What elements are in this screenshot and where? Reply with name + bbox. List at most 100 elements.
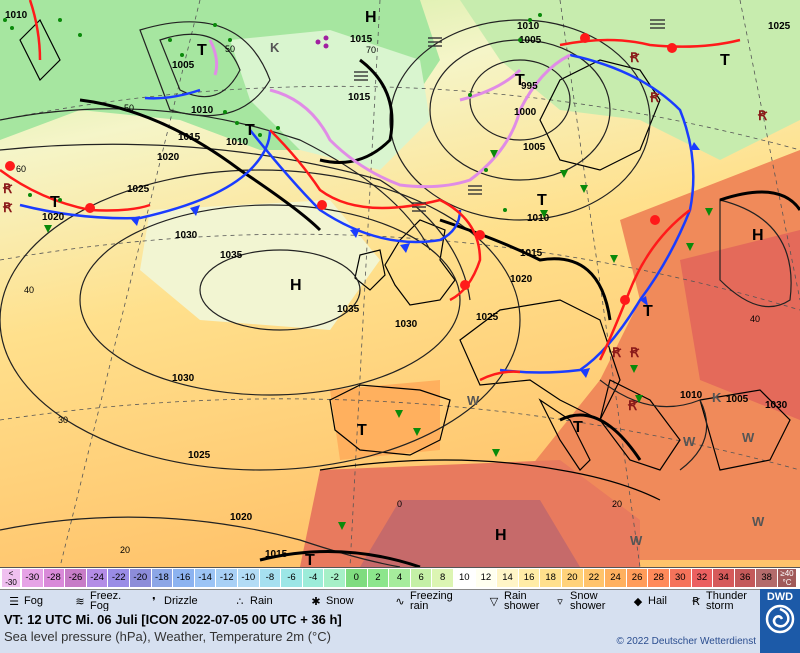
graticule-label: 0: [397, 499, 402, 509]
snow-icon: ✱: [311, 595, 321, 608]
cold-front-atlantic: [19, 129, 272, 220]
map-letter: W: [630, 533, 643, 548]
map-letter: K: [270, 40, 280, 55]
drizzle-icon: ❜: [152, 595, 156, 608]
isobar-label: 1020: [510, 274, 533, 285]
north-africa-coast: [319, 459, 661, 501]
isobar-label: 1020: [42, 212, 65, 223]
legend-item-fog: ☰ Fog: [6, 590, 43, 612]
scale-step: -26: [65, 569, 86, 587]
isobar-label: 1015: [520, 248, 543, 259]
map-subtitle: Sea level pressure (hPa), Weather, Tempe…: [4, 629, 331, 644]
legend-label: Freez. Fog: [90, 590, 122, 612]
warm-region-iberia: [330, 380, 440, 460]
isobar-label: 1030: [175, 230, 198, 241]
low-pressure-center: T: [515, 72, 525, 89]
scale-high-label: ≥40: [780, 569, 794, 578]
thick-isobar-1015-south: [259, 550, 421, 567]
rain-shower-icon: ▽: [489, 595, 499, 608]
isobar-995: [469, 59, 571, 141]
dwd-logo-text: DWD: [766, 591, 794, 603]
legend-label: Snow: [326, 595, 354, 607]
thick-isobar-1015-west: [79, 98, 322, 232]
cold-front-north-sea: [249, 129, 462, 244]
isobar-label: 1035: [337, 304, 360, 315]
freezing-rain-icon: ∿: [395, 595, 405, 608]
legend-label: Rain: [250, 595, 273, 607]
occluded-fronts: [208, 39, 571, 189]
occluded-front-north-sea: [269, 53, 571, 189]
graticule-label: 40: [750, 314, 760, 324]
isobar-1020: [0, 143, 471, 301]
temperature-scale: < -30 -30 -28 -26 -24 -22 -20 -18 -16 -14 -12 -10 -8…: [0, 567, 800, 589]
ireland-coast: [354, 249, 386, 291]
isobar-label: 1025: [127, 184, 150, 195]
scale-step: 24: [605, 569, 626, 587]
scale-step: 8: [432, 569, 453, 587]
isobar-1035: [199, 249, 361, 331]
rain-shower-symbols: [44, 150, 713, 530]
cold-fronts: [19, 53, 700, 378]
isobar-1005-scand: [389, 19, 651, 221]
isobar-label: 1020: [230, 512, 253, 523]
scale-step: 4: [389, 569, 410, 587]
scale-step: 14: [497, 569, 518, 587]
map-letter: W: [683, 434, 696, 449]
cold-front-central-europe: [499, 53, 695, 374]
isobar-label: 995: [521, 81, 538, 92]
isobar-label: 1025: [476, 312, 499, 323]
high-pressure-center: H: [290, 277, 302, 294]
thick-isobar-1015-east: [719, 190, 800, 211]
isobar-1010: [139, 21, 271, 117]
isobar-1015-east: [719, 199, 792, 308]
legend-label: Hail: [648, 595, 667, 607]
scale-step: 20: [562, 569, 583, 587]
legend-label: Rain shower: [504, 590, 540, 612]
scale-step: -18: [151, 569, 173, 587]
svg-text:Ꞧ: Ꞧ: [627, 398, 638, 413]
freezing-fog-icon: ≋: [75, 595, 85, 608]
low-pressure-center: T: [245, 122, 255, 139]
isobar-label: 1005: [726, 394, 749, 405]
scale-step: -2: [324, 569, 345, 587]
valid-time: VT: 12 UTC Mi. 06 Juli [ICON 2022-07-05 …: [4, 612, 342, 627]
svg-text:Ꞧ: Ꞧ: [611, 345, 622, 360]
legend-item-drizzle: ❜ Drizzle: [146, 590, 198, 612]
low-pressure-center: T: [573, 419, 583, 436]
cold-front-north-atlantic: [144, 88, 201, 100]
rain-icon: ∴: [236, 595, 244, 608]
scale-step: 26: [626, 569, 648, 587]
scale-step: 28: [648, 569, 669, 587]
weather-map-canvas: H H H H T T T T T T T T T T 1010 1005 10…: [0, 0, 800, 567]
map-letter: W: [742, 430, 755, 445]
dwd-logo: DWD: [760, 589, 800, 653]
scale-step: -30: [22, 569, 43, 587]
isobar-label: 1005: [172, 60, 195, 71]
isobar-label: 1015: [348, 92, 371, 103]
scale-step: 22: [583, 569, 605, 587]
low-pressure-center: T: [537, 192, 547, 209]
isobar-1005: [159, 33, 241, 98]
graticule-label: 30: [58, 415, 68, 425]
thunderstorm-icon: Ꞧ: [692, 595, 700, 608]
cool-region-scandinavia: [460, 0, 800, 160]
svg-text:Ꞧ: Ꞧ: [2, 200, 13, 215]
pressure-centers: H H H H T T T T T T T T T T: [50, 9, 764, 567]
warm-front-north-sea: [269, 129, 482, 302]
svg-text:Ꞧ: Ꞧ: [629, 345, 640, 360]
legend-label: Drizzle: [164, 595, 198, 607]
isobar-label: 1015: [265, 549, 288, 560]
low-pressure-center: T: [720, 52, 730, 69]
graticule-label: 20: [612, 499, 622, 509]
low-pressure-center: T: [305, 552, 315, 567]
legend-item-rain: ∴ Rain: [232, 590, 273, 612]
graticule-label: 60: [16, 164, 26, 174]
scale-step: 2: [367, 569, 389, 587]
scale-step: -4: [302, 569, 324, 587]
very-hot-region-east: [680, 230, 800, 420]
great-britain-coast: [384, 219, 456, 306]
scale-step: 38: [756, 569, 777, 587]
legend-item-thunder-storm: Ꞧ Thunder storm: [688, 590, 758, 612]
mild-region-atlantic: [140, 200, 380, 330]
